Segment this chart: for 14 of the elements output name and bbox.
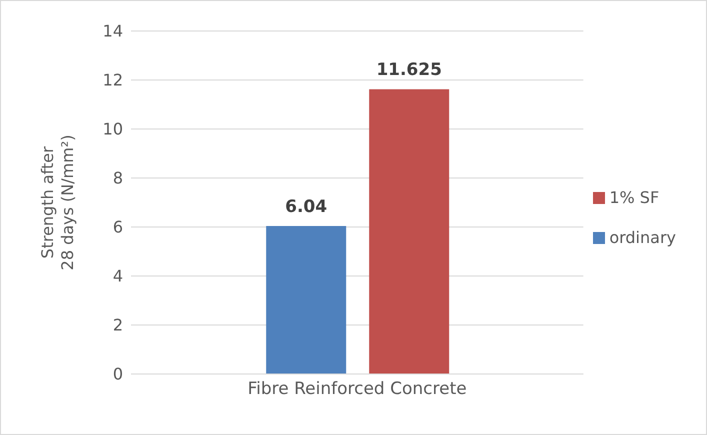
y-tick-label: 8 — [112, 168, 123, 188]
legend-label: 1% SF — [609, 188, 660, 206]
y-tick-label: 4 — [112, 266, 123, 286]
y-tick-label: 6 — [112, 218, 123, 237]
data-label: 6.04 — [285, 197, 328, 218]
data-label: 11.625 — [376, 60, 442, 80]
y-axis-title: Strength after 28 days (N/mm²) — [38, 134, 77, 270]
y-tick-label: 14 — [102, 22, 123, 41]
legend-label: ordinary — [609, 228, 676, 246]
y-tick-label: 12 — [102, 70, 123, 90]
x-tick-label: Fibre Reinforced Concrete — [248, 379, 467, 400]
y-tick-label: 10 — [102, 120, 123, 139]
y-tick-label: 0 — [112, 364, 123, 384]
y-tick-label: 2 — [112, 316, 123, 335]
